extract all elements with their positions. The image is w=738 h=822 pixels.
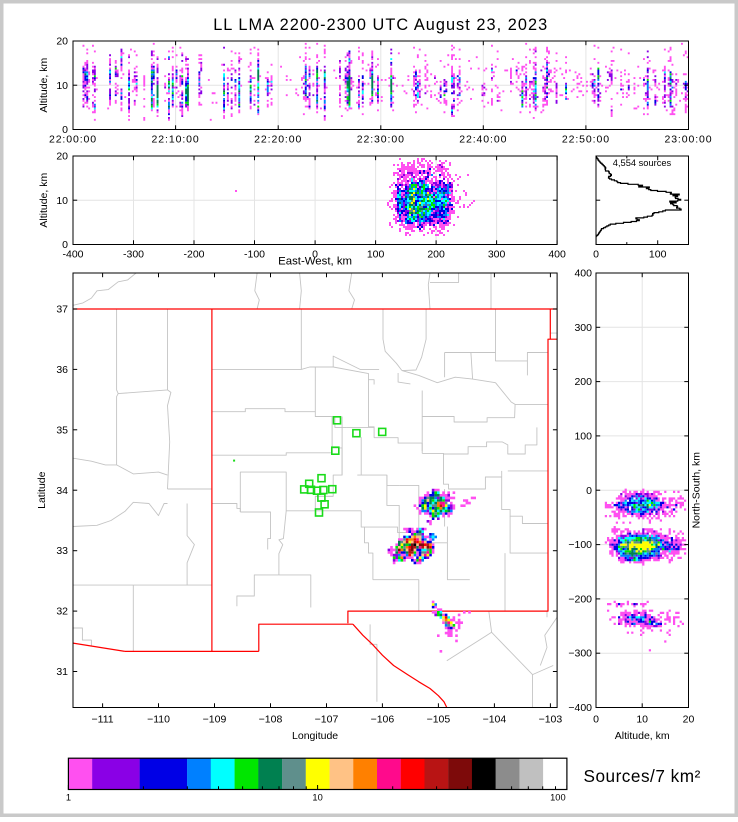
svg-text:-200: -200 bbox=[183, 249, 204, 261]
svg-text:31: 31 bbox=[56, 666, 68, 678]
svg-text:-400: -400 bbox=[62, 249, 83, 261]
svg-text:Longitude: Longitude bbox=[292, 730, 338, 742]
svg-text:East-West, km: East-West, km bbox=[278, 256, 352, 268]
svg-text:−111: −111 bbox=[92, 714, 114, 726]
svg-text:32: 32 bbox=[56, 606, 68, 618]
svg-text:22:30:00: 22:30:00 bbox=[357, 134, 405, 146]
svg-text:10: 10 bbox=[56, 195, 68, 207]
svg-text:200: 200 bbox=[574, 376, 592, 388]
svg-text:100: 100 bbox=[550, 793, 566, 803]
svg-text:400: 400 bbox=[548, 249, 566, 261]
svg-text:20: 20 bbox=[56, 151, 68, 163]
svg-text:−107: −107 bbox=[315, 714, 339, 726]
svg-text:400: 400 bbox=[574, 268, 592, 280]
svg-text:0: 0 bbox=[586, 485, 592, 497]
svg-text:−109: −109 bbox=[203, 714, 227, 726]
svg-text:23:00:00: 23:00:00 bbox=[664, 134, 712, 146]
svg-text:10: 10 bbox=[636, 714, 648, 726]
svg-text:200: 200 bbox=[427, 249, 445, 261]
svg-text:−110: −110 bbox=[147, 714, 170, 726]
svg-text:100: 100 bbox=[367, 249, 385, 261]
svg-text:−300: −300 bbox=[568, 648, 592, 660]
svg-text:10: 10 bbox=[56, 80, 68, 92]
svg-text:-100: -100 bbox=[244, 249, 265, 261]
svg-text:1: 1 bbox=[66, 793, 71, 803]
svg-text:22:10:00: 22:10:00 bbox=[152, 134, 200, 146]
svg-text:0: 0 bbox=[593, 714, 599, 726]
svg-text:−400: −400 bbox=[568, 702, 592, 714]
svg-text:0: 0 bbox=[62, 239, 68, 251]
svg-text:35: 35 bbox=[56, 424, 68, 436]
svg-text:37: 37 bbox=[56, 304, 68, 316]
svg-text:Altitude, km: Altitude, km bbox=[615, 730, 670, 742]
svg-text:22:50:00: 22:50:00 bbox=[562, 134, 610, 146]
svg-text:−103: −103 bbox=[539, 714, 563, 726]
svg-text:300: 300 bbox=[488, 249, 506, 261]
svg-text:100: 100 bbox=[574, 430, 592, 442]
svg-text:34: 34 bbox=[56, 485, 68, 497]
svg-text:−100: −100 bbox=[568, 539, 592, 551]
svg-text:LL LMA 2200-2300 UTC August 23: LL LMA 2200-2300 UTC August 23, 2023 bbox=[213, 16, 548, 34]
svg-text:−106: −106 bbox=[371, 714, 395, 726]
svg-text:Altitude, km: Altitude, km bbox=[38, 58, 50, 113]
svg-text:22:00:00: 22:00:00 bbox=[49, 134, 97, 146]
svg-text:300: 300 bbox=[574, 322, 592, 334]
svg-text:0: 0 bbox=[312, 249, 318, 261]
svg-text:20: 20 bbox=[683, 714, 695, 726]
svg-text:−200: −200 bbox=[568, 593, 592, 605]
svg-text:Sources/7 km²: Sources/7 km² bbox=[584, 766, 701, 786]
svg-text:36: 36 bbox=[56, 364, 68, 376]
svg-text:−104: −104 bbox=[483, 714, 507, 726]
svg-text:33: 33 bbox=[56, 545, 68, 557]
svg-text:Altitude, km: Altitude, km bbox=[38, 173, 50, 228]
svg-text:22:40:00: 22:40:00 bbox=[459, 134, 507, 146]
svg-text:−108: −108 bbox=[259, 714, 283, 726]
svg-text:Latitude: Latitude bbox=[36, 471, 48, 509]
svg-text:North-South, km: North-South, km bbox=[691, 452, 703, 529]
svg-text:22:20:00: 22:20:00 bbox=[254, 134, 302, 146]
svg-text:10: 10 bbox=[312, 793, 322, 803]
svg-text:−105: −105 bbox=[427, 714, 451, 726]
svg-text:-300: -300 bbox=[123, 249, 144, 261]
svg-text:4,554 sources: 4,554 sources bbox=[613, 158, 672, 168]
svg-text:0: 0 bbox=[62, 124, 68, 136]
svg-text:100: 100 bbox=[649, 249, 667, 261]
svg-text:20: 20 bbox=[56, 36, 68, 48]
svg-text:0: 0 bbox=[593, 249, 599, 261]
